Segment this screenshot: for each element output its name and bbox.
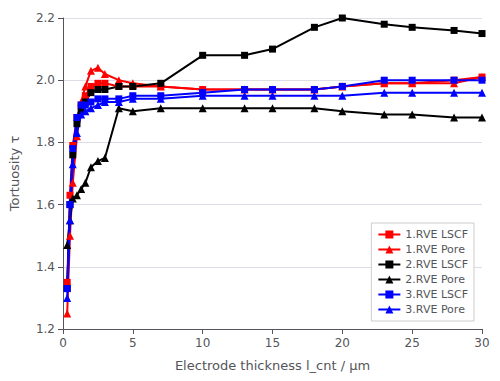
svg-text:Tortuosity τ: Tortuosity τ	[7, 136, 22, 213]
svg-text:1.8: 1.8	[36, 135, 55, 149]
svg-text:2.0: 2.0	[36, 73, 55, 87]
svg-text:30: 30	[474, 336, 489, 350]
svg-text:1.4: 1.4	[36, 260, 55, 274]
svg-text:2.RVE LSCF: 2.RVE LSCF	[405, 258, 468, 271]
svg-text:10: 10	[195, 336, 210, 350]
svg-text:1.RVE Pore: 1.RVE Pore	[405, 243, 465, 256]
svg-text:3.RVE Pore: 3.RVE Pore	[405, 303, 465, 316]
svg-text:2.2: 2.2	[36, 11, 55, 25]
svg-text:20: 20	[335, 336, 350, 350]
svg-text:1.2: 1.2	[36, 322, 55, 336]
svg-text:3.RVE LSCF: 3.RVE LSCF	[405, 288, 468, 301]
svg-text:0: 0	[59, 336, 67, 350]
svg-text:2.RVE Pore: 2.RVE Pore	[405, 273, 465, 286]
svg-text:5: 5	[129, 336, 137, 350]
svg-text:15: 15	[265, 336, 280, 350]
svg-text:1.6: 1.6	[36, 198, 55, 212]
svg-text:Electrode thickness l_cnt / μm: Electrode thickness l_cnt / μm	[175, 358, 370, 373]
svg-text:25: 25	[405, 336, 420, 350]
svg-text:1.RVE LSCF: 1.RVE LSCF	[405, 228, 468, 241]
